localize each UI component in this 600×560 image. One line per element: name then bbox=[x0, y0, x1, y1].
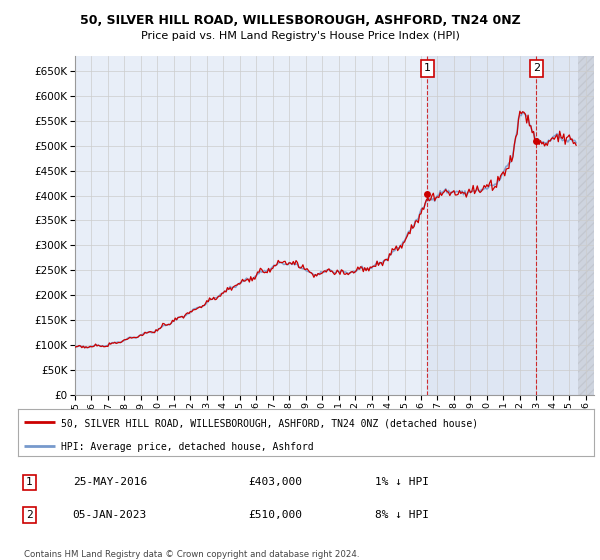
Text: £510,000: £510,000 bbox=[248, 510, 302, 520]
Text: Contains HM Land Registry data © Crown copyright and database right 2024.
This d: Contains HM Land Registry data © Crown c… bbox=[24, 550, 359, 560]
Text: 50, SILVER HILL ROAD, WILLESBOROUGH, ASHFORD, TN24 0NZ: 50, SILVER HILL ROAD, WILLESBOROUGH, ASH… bbox=[80, 14, 520, 27]
Text: 1% ↓ HPI: 1% ↓ HPI bbox=[375, 477, 429, 487]
Text: 1: 1 bbox=[26, 477, 33, 487]
Text: 50, SILVER HILL ROAD, WILLESBOROUGH, ASHFORD, TN24 0NZ (detached house): 50, SILVER HILL ROAD, WILLESBOROUGH, ASH… bbox=[61, 418, 478, 428]
Text: 1: 1 bbox=[424, 63, 431, 73]
Text: 2: 2 bbox=[26, 510, 33, 520]
Text: £403,000: £403,000 bbox=[248, 477, 302, 487]
Text: 05-JAN-2023: 05-JAN-2023 bbox=[73, 510, 147, 520]
Bar bbox=[578, 56, 594, 395]
Text: 25-MAY-2016: 25-MAY-2016 bbox=[73, 477, 147, 487]
Text: 2: 2 bbox=[533, 63, 540, 73]
Text: 8% ↓ HPI: 8% ↓ HPI bbox=[375, 510, 429, 520]
Text: Price paid vs. HM Land Registry's House Price Index (HPI): Price paid vs. HM Land Registry's House … bbox=[140, 31, 460, 41]
Text: HPI: Average price, detached house, Ashford: HPI: Average price, detached house, Ashf… bbox=[61, 442, 314, 452]
Bar bbox=[427, 56, 594, 395]
